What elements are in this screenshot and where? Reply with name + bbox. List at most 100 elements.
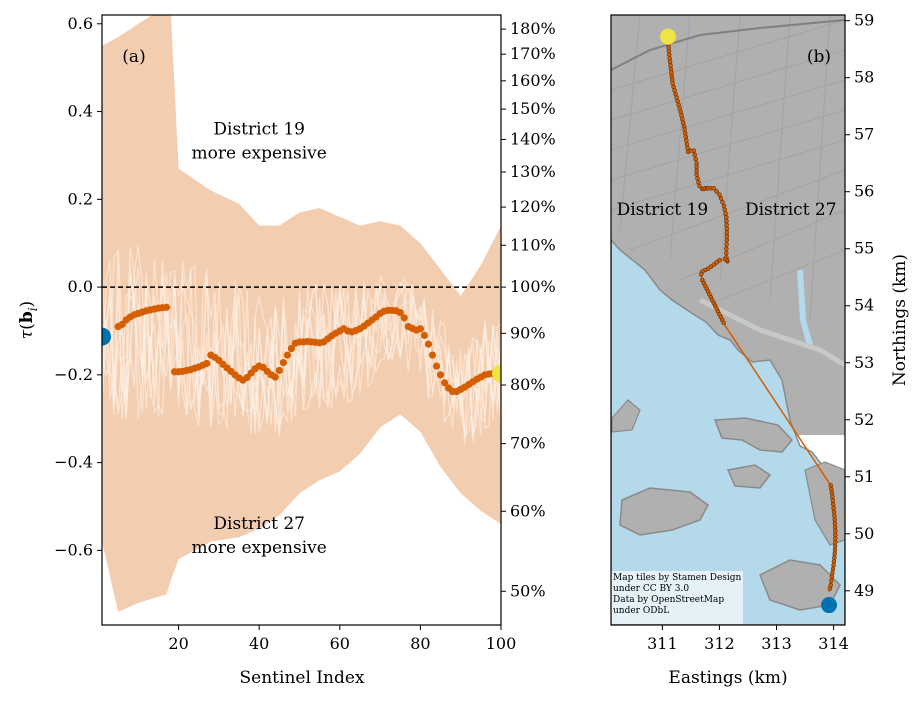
x-tick-label: 313 [761,634,792,653]
y-tick-label: −0.4 [54,453,93,472]
uncertainty-band [102,15,501,612]
route-point [830,502,836,507]
route-point [832,513,837,518]
plot-frame-b [610,14,846,626]
data-point [436,371,445,379]
x-axis-a: 20 40 60 80 100 [168,625,516,653]
x-axis-title-b: Eastings (km) [668,668,787,688]
secondary-y-tick-label: 90% [510,323,546,342]
route-point [717,192,722,197]
y-tick-label: 52 [854,410,874,429]
plot-frame-a [101,14,502,626]
secondary-y-tick-label: 150% [510,99,556,118]
route-point [831,509,837,515]
secondary-y-tick-label: 100% [510,277,556,296]
y-tick-label: 51 [854,467,874,486]
secondary-y-tick-label: 80% [510,375,546,394]
panel-b: Map tiles by Stamen Design under CC BY 3… [610,11,910,688]
annotation-district19-subtitle: more expensive [192,143,327,163]
panel-a: 20 40 60 80 100 −0.6 −0.4 −0.2 0.0 0.2 0.4 0.6 50%… [17,14,556,688]
sample-trace [102,245,501,437]
route-point [832,524,838,530]
annotation-district27-subtitle: more expensive [192,538,327,558]
secondary-y-tick-label: 50% [510,581,546,600]
route-point [724,215,729,220]
route-point [722,207,728,213]
y-tick-label: 59 [854,11,874,30]
route-point [684,141,690,147]
route-point [831,562,836,568]
y-axis-a: −0.6 −0.4 −0.2 0.0 0.2 0.4 0.6 [54,14,102,559]
y-tick-label: 50 [854,524,874,543]
y-tick-label: 0.2 [68,189,93,208]
annotation-district19-title: District 19 [213,119,305,139]
route-point [718,196,724,201]
y-tick-label: 0.4 [68,102,93,121]
data-point [203,359,211,368]
canal [797,269,813,346]
route-point [724,226,730,232]
data-point [283,351,291,359]
basemap: Map tiles by Stamen Design under CC BY 3… [611,15,845,625]
route-point [697,183,702,189]
route-point [721,203,727,209]
secondary-y-tick-label: 170% [510,44,556,63]
route-point [721,320,726,326]
credit-line-4: under ODbL [613,606,669,616]
data-point [162,303,171,311]
route-point [833,540,838,545]
data-point [416,325,424,333]
route-point [828,483,833,488]
y-tick-label: −0.2 [54,365,93,384]
route-point [724,218,729,224]
credit-line-2: under CC BY 3.0 [613,584,689,594]
x-tick-label: 314 [818,634,849,653]
route-point [829,574,835,579]
credit-line-1: Map tiles by Stamen Design [613,573,742,583]
y-tick-label: 56 [854,182,874,201]
route-point [832,551,837,556]
x-tick-label: 60 [330,634,350,653]
island [759,559,841,611]
data-point [440,379,449,387]
route-point [724,237,730,243]
x-tick-label: 20 [168,634,188,653]
route-point [833,532,838,537]
route-point [830,566,836,572]
start-point-marker [102,327,111,346]
y-tick-label: 54 [854,296,874,315]
x-axis-title-a: Sentinel Index [240,668,365,688]
route-point [832,543,838,549]
x-tick-label: 311 [647,634,678,653]
route-point [698,272,704,277]
y-tick-label: 49 [854,581,874,600]
route-point [691,148,697,153]
route-point [724,246,729,251]
route-point [693,156,698,162]
route-point [714,260,719,265]
route-point [694,172,699,177]
route-point [831,505,836,511]
route-point [714,189,719,194]
route-point [724,222,729,228]
expressway [698,297,845,368]
island [619,487,709,536]
y-tick-label: 58 [854,68,874,87]
route-point [724,242,729,247]
route-point [827,586,833,591]
street-grid [611,15,845,321]
route-point [694,164,699,170]
y-tick-label: 0.6 [68,14,93,33]
y-tick-label: 57 [854,125,874,144]
start-point-marker [821,597,838,614]
highway [611,19,845,71]
y-tick-label: −0.6 [54,540,93,559]
data-point [275,366,283,375]
route-point [717,257,722,263]
route-point [694,160,699,166]
route-point [724,234,730,239]
route-point [723,211,728,216]
route-point [829,486,834,492]
route-point [724,250,729,256]
y-axis-title-b: Northings (km) [890,254,910,386]
